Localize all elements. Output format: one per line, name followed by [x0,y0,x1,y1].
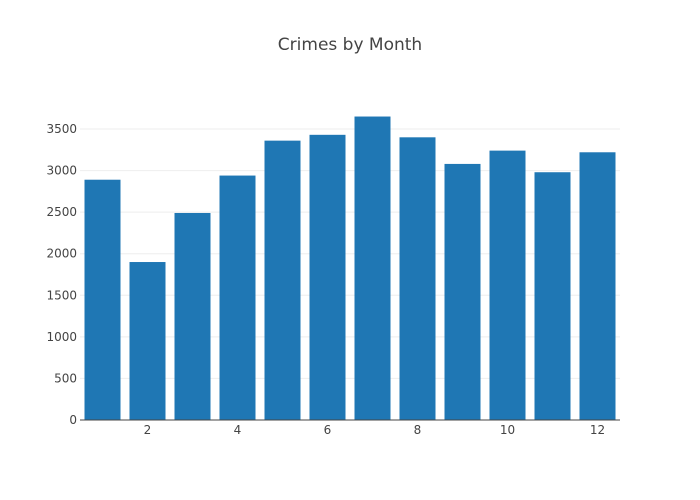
bar-month-7[interactable] [354,116,391,420]
bar-month-8[interactable] [399,137,436,420]
y-tick-label: 1000 [46,330,77,344]
y-tick-label: 3000 [46,164,77,178]
bar-month-2[interactable] [129,262,166,420]
bar-month-3[interactable] [174,212,211,420]
bar-month-12[interactable] [579,152,616,420]
x-tick-label: 12 [590,423,605,437]
y-tick-label: 500 [54,371,77,385]
bars [84,116,616,421]
y-axis-tick-labels: 0 500 1000 1500 2000 2500 3000 3500 [46,122,77,427]
x-tick-label: 6 [324,423,332,437]
x-tick-label: 2 [144,423,152,437]
y-tick-label: 3500 [46,122,77,136]
x-tick-label: 8 [414,423,422,437]
bar-month-10[interactable] [489,150,526,420]
bar-month-5[interactable] [264,140,301,420]
bar-month-6[interactable] [309,134,346,420]
y-tick-label: 2000 [46,247,77,261]
bar-month-9[interactable] [444,163,481,421]
chart-title: Crimes by Month [278,35,422,55]
bar-month-11[interactable] [534,172,571,420]
gridlines [80,128,620,379]
bar-month-4[interactable] [219,175,256,420]
x-tick-label: 10 [500,423,515,437]
x-tick-label: 4 [234,423,242,437]
y-tick-label: 1500 [46,288,77,302]
bar-month-1[interactable] [84,179,121,420]
y-tick-label: 0 [69,413,77,427]
x-axis-tick-labels: 2 4 6 8 10 12 [144,423,605,437]
y-tick-label: 2500 [46,205,77,219]
